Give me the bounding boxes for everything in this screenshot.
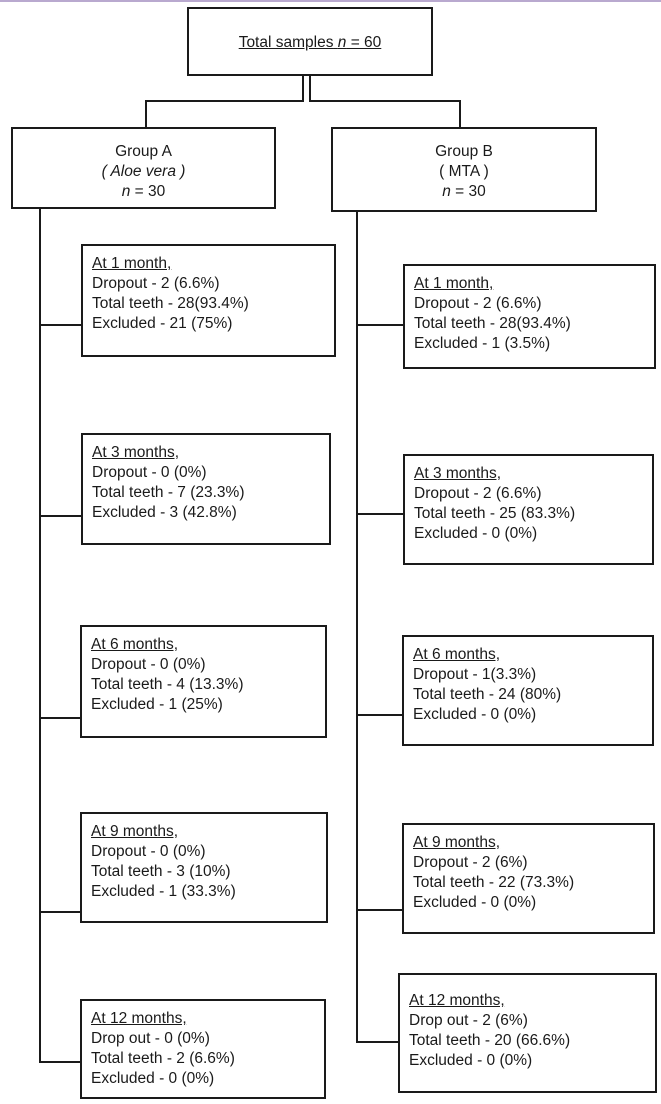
group-a-subtitle: ( Aloe vera ) <box>101 163 186 180</box>
top-border <box>0 0 661 2</box>
followup-header: At 6 months, <box>91 636 179 653</box>
group-b-branches <box>357 324 403 911</box>
group-b-n: n = 30 <box>442 183 486 200</box>
total-teeth-line: Total teeth - 3 (10%) <box>91 863 231 880</box>
total-teeth-line: Total teeth - 24 (80%) <box>413 686 562 703</box>
followup-header: At 12 months, <box>409 992 505 1009</box>
excluded-line: Excluded - 21 (75%) <box>92 315 233 332</box>
excluded-line: Excluded - 1 (3.5%) <box>414 335 551 352</box>
dropout-line: Dropout - 0 (0%) <box>91 656 206 673</box>
dropout-line: Dropout - 0 (0%) <box>91 843 206 860</box>
excluded-line: Excluded - 0 (0%) <box>413 894 537 911</box>
followup-header: At 12 months, <box>91 1010 187 1027</box>
group-a-trunk <box>39 209 80 1063</box>
group-b-box: Group B ( MTA ) n = 30 <box>331 127 597 212</box>
group-b-9-months-box: At 9 months, Dropout - 2 (6%) Total teet… <box>402 823 655 934</box>
group-a-box: Group A ( Aloe vera ) n = 30 <box>11 127 276 209</box>
group-a-9-months-box: At 9 months, Dropout - 0 (0%) Total teet… <box>80 812 328 923</box>
excluded-line: Excluded - 0 (0%) <box>414 525 538 542</box>
total-teeth-line: Total teeth - 2 (6.6%) <box>91 1050 235 1067</box>
dropout-line: Dropout - 2 (6.6%) <box>414 485 542 502</box>
dropout-line: Dropout - 1(3.3%) <box>413 666 537 683</box>
group-b-trunk <box>356 212 398 1043</box>
excluded-line: Excluded - 1 (33.3%) <box>91 883 236 900</box>
dropout-line: Dropout - 2 (6.6%) <box>414 295 542 312</box>
followup-header: At 9 months, <box>413 834 501 851</box>
followup-header: At 3 months, <box>414 465 502 482</box>
group-a-title: Group A <box>115 143 172 160</box>
followup-header: At 3 months, <box>92 444 180 461</box>
dropout-line: Drop out - 2 (6%) <box>409 1012 528 1029</box>
excluded-line: Excluded - 1 (25%) <box>91 696 223 713</box>
followup-header: At 9 months, <box>91 823 179 840</box>
total-teeth-line: Total teeth - 7 (23.3%) <box>92 484 245 501</box>
excluded-line: Excluded - 0 (0%) <box>413 706 537 723</box>
group-b-3-months-box: At 3 months, Dropout - 2 (6.6%) Total te… <box>403 454 654 565</box>
group-b-6-months-box: At 6 months, Dropout - 1(3.3%) Total tee… <box>402 635 654 746</box>
split-connector <box>145 76 461 127</box>
total-teeth-line: Total teeth - 20 (66.6%) <box>409 1032 571 1049</box>
followup-header: At 6 months, <box>413 646 501 663</box>
total-teeth-line: Total teeth - 22 (73.3%) <box>413 874 575 891</box>
group-b-12-months-box: At 12 months, Drop out - 2 (6%) Total te… <box>398 973 657 1093</box>
group-b-subtitle: ( MTA ) <box>439 163 489 180</box>
dropout-line: Dropout - 2 (6%) <box>413 854 528 871</box>
group-a-n: n = 30 <box>121 183 166 200</box>
dropout-line: Drop out - 0 (0%) <box>91 1030 210 1047</box>
excluded-line: Excluded - 0 (0%) <box>91 1070 215 1087</box>
total-teeth-line: Total teeth - 25 (83.3%) <box>414 505 576 522</box>
excluded-line: Excluded - 3 (42.8%) <box>92 504 237 521</box>
excluded-line: Excluded - 0 (0%) <box>409 1052 533 1069</box>
group-b-1-month-box: At 1 month, Dropout - 2 (6.6%) Total tee… <box>403 264 656 369</box>
total-teeth-line: Total teeth - 28(93.4%) <box>92 295 249 312</box>
group-a-1-month-box: At 1 month, Dropout - 2 (6.6%) Total tee… <box>81 244 336 357</box>
group-a-branches <box>40 324 81 913</box>
total-teeth-line: Total teeth - 4 (13.3%) <box>91 676 244 693</box>
dropout-line: Dropout - 2 (6.6%) <box>92 275 220 292</box>
group-a-6-months-box: At 6 months, Dropout - 0 (0%) Total teet… <box>80 625 327 738</box>
group-b-title: Group B <box>435 143 493 160</box>
total-teeth-line: Total teeth - 28(93.4%) <box>414 315 571 332</box>
followup-header: At 1 month, <box>414 275 494 292</box>
dropout-line: Dropout - 0 (0%) <box>92 464 207 481</box>
followup-header: At 1 month, <box>92 255 172 272</box>
group-a-12-months-box: At 12 months, Drop out - 0 (0%) Total te… <box>80 999 326 1099</box>
total-samples-box: Total samples n = 60 <box>187 7 433 76</box>
group-a-3-months-box: At 3 months, Dropout - 0 (0%) Total teet… <box>81 433 331 545</box>
total-samples-label: Total samples n = 60 <box>238 34 382 51</box>
